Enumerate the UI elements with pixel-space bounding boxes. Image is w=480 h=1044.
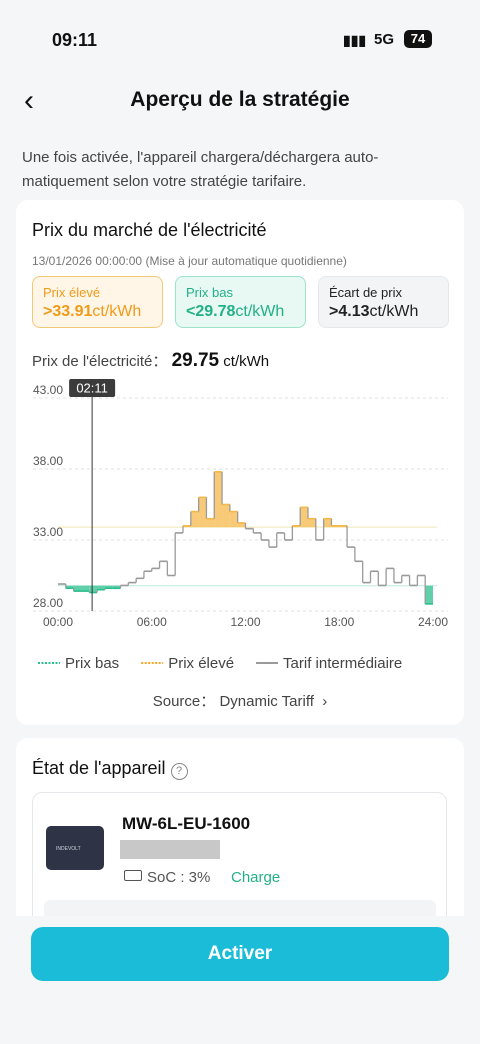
market-title: Prix du marché de l'électricité: [32, 220, 267, 240]
unit: ct/kWh: [235, 303, 285, 320]
back-button[interactable]: ‹: [24, 84, 34, 117]
label: Prix bas: [186, 285, 233, 300]
device-title: Prix du marché de l'électricitéÉtat de l…: [32, 758, 188, 780]
device-brand: INDEVOLT: [56, 846, 81, 852]
page-title: Aperçu de la stratégie: [130, 88, 350, 111]
activate-button[interactable]: Activer: [31, 927, 449, 981]
label: Prix élevé: [43, 285, 101, 300]
unit: ct/kWh: [369, 303, 419, 320]
label: Écart de prix: [329, 285, 402, 300]
status-signal: ▮▮▮: [343, 32, 367, 48]
redacted: [120, 840, 220, 859]
source[interactable]: Source： Dynamic Tariff ›: [152, 693, 328, 710]
device-image: INDEVOLT: [46, 826, 104, 870]
battery-icon: [124, 870, 142, 881]
title: État de l'appareil: [32, 758, 166, 778]
label: Prix de l'électricité：: [32, 353, 168, 370]
status-time: 09:11: [52, 30, 98, 50]
value: >4.13: [329, 303, 370, 320]
help-icon[interactable]: ?: [170, 763, 188, 780]
status-battery: 74: [404, 30, 432, 48]
device-detail: [44, 900, 436, 916]
market-date: 13/01/2026 00:00:00 (Mise à jour automat…: [32, 254, 347, 268]
spread-card: Écart de prix >4.13ct/kWh: [318, 276, 449, 328]
device-state: Charge: [231, 869, 281, 886]
date: 13/01/2026 00:00:00: [32, 254, 143, 268]
description: Une fois activée, l'appareil chargera/dé…: [22, 149, 379, 190]
value: 29.75: [171, 350, 220, 371]
low-card: Prix bas <29.78ct/kWh: [175, 276, 306, 328]
label: Source：: [152, 693, 216, 710]
status-network: 5G: [374, 31, 395, 48]
device-name: MW-6L-EU-1600: [122, 814, 251, 833]
update-note: (Mise à jour automatique quotidienne): [145, 254, 347, 268]
value: Dynamic Tariff: [219, 693, 314, 710]
soc: SoC : 3%: [147, 869, 211, 886]
value: >33.91: [43, 303, 93, 320]
value: <29.78: [186, 303, 236, 320]
current-price: Prix de l'électricité： 29.75 ct/kWh: [32, 350, 269, 372]
unit: ct/kWh: [223, 353, 270, 370]
unit: ct/kWh: [92, 303, 142, 320]
high-card: Prix élevé >33.91ct/kWh: [32, 276, 163, 328]
